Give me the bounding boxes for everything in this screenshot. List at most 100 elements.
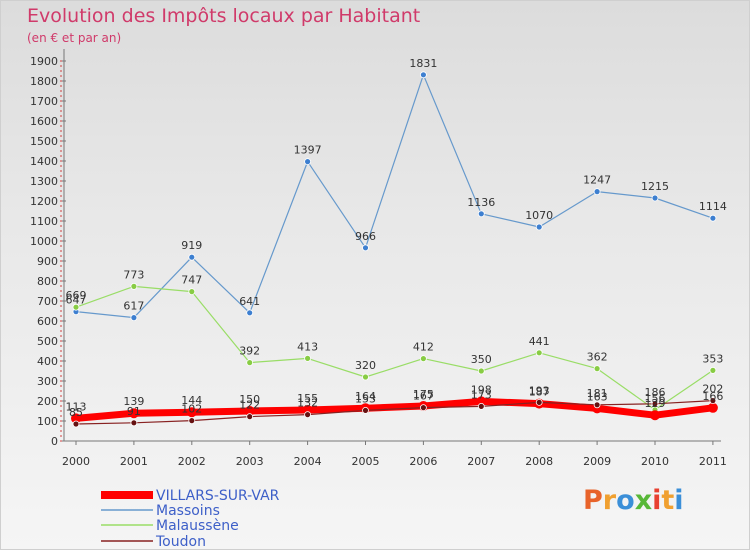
- series-point: [593, 188, 601, 196]
- series-point: [246, 413, 254, 421]
- series-line-3: [75, 400, 714, 425]
- series-point: [362, 373, 369, 381]
- series-point: [304, 411, 312, 419]
- data-label: 167: [413, 390, 434, 403]
- series-point: [709, 397, 717, 405]
- series-point: [130, 419, 138, 427]
- data-label: 641: [239, 295, 260, 308]
- x-tick-label: 2004: [294, 455, 322, 468]
- data-label: 353: [702, 352, 723, 365]
- data-label: 202: [702, 383, 723, 396]
- y-tick-label: 1500: [30, 135, 58, 148]
- data-label: 747: [181, 274, 202, 287]
- series-point: [246, 309, 254, 317]
- logo-letter: t: [661, 485, 675, 516]
- x-tick-label: 2008: [525, 455, 553, 468]
- data-label: 1215: [641, 180, 669, 193]
- legend-label: Malaussène: [156, 518, 239, 534]
- logo-letter: P: [583, 485, 603, 516]
- y-tick-label: 1700: [30, 95, 58, 108]
- x-tick-label: 2010: [641, 455, 669, 468]
- data-label: 413: [297, 340, 318, 353]
- x-tick-label: 2005: [352, 455, 380, 468]
- data-label: 181: [587, 387, 608, 400]
- series-point: [188, 288, 196, 296]
- x-tick-label: 2009: [583, 455, 611, 468]
- data-label: 113: [66, 400, 87, 413]
- series-point: [130, 282, 138, 290]
- proxiti-logo: Proxiti: [583, 485, 684, 516]
- series-point: [188, 417, 196, 425]
- data-label: 647: [66, 294, 87, 307]
- x-tick-label: 2011: [699, 455, 727, 468]
- series-point: [535, 349, 543, 357]
- data-label: 1070: [525, 209, 553, 222]
- series-point: [72, 303, 80, 311]
- data-label: 350: [471, 353, 492, 366]
- series-point: [71, 413, 81, 424]
- y-tick-label: 1800: [30, 75, 58, 88]
- series-point: [651, 194, 659, 202]
- data-label: 155: [297, 392, 318, 405]
- series-line-1: [75, 74, 714, 319]
- data-label: 669: [66, 289, 87, 302]
- data-label: 392: [239, 345, 260, 358]
- data-label: 1397: [294, 144, 322, 157]
- y-tick-label: 1100: [30, 215, 58, 228]
- x-tick-label: 2007: [467, 455, 495, 468]
- y-tick-label: 200: [37, 395, 58, 408]
- data-label: 320: [355, 359, 376, 372]
- x-tick-label: 2002: [178, 455, 206, 468]
- x-tick-label: 2000: [62, 455, 90, 468]
- logo-letter: i: [652, 485, 662, 516]
- y-tick-label: 1900: [30, 55, 58, 68]
- y-tick-label: 500: [37, 335, 58, 348]
- data-label: 150: [239, 393, 260, 406]
- series-point: [709, 214, 717, 222]
- series-point: [362, 244, 369, 252]
- y-tick-label: 300: [37, 375, 58, 388]
- series-point: [304, 354, 312, 362]
- data-label: 102: [181, 403, 202, 416]
- chart-title: Evolution des Impôts locaux par Habitant: [27, 5, 421, 27]
- data-label: 1114: [699, 200, 727, 213]
- y-tick-label: 400: [37, 355, 58, 368]
- series-point: [130, 314, 138, 322]
- series-line-0: [72, 397, 717, 422]
- data-label: 175: [413, 388, 434, 401]
- data-label: 1247: [583, 174, 611, 187]
- logo-letter: x: [634, 485, 653, 516]
- data-label: 85: [69, 406, 83, 419]
- y-tick-label: 600: [37, 315, 58, 328]
- y-tick-label: 900: [37, 255, 58, 268]
- series-point: [186, 407, 197, 418]
- data-label: 966: [355, 230, 376, 243]
- series-line-2: [75, 285, 714, 411]
- x-tick-label: 2003: [236, 455, 264, 468]
- y-tick-label: 700: [37, 295, 58, 308]
- series-point: [188, 253, 196, 261]
- data-label: 617: [123, 300, 144, 313]
- legend-label: Massoins: [156, 503, 220, 519]
- series-point: [246, 359, 254, 367]
- data-label: 164: [355, 390, 376, 403]
- series-point: [128, 408, 139, 419]
- data-label: 139: [123, 395, 144, 408]
- series-point: [477, 402, 485, 410]
- series-point: [419, 71, 427, 79]
- y-tick-label: 1600: [30, 115, 58, 128]
- series-point: [593, 365, 601, 373]
- logo-letter: i: [674, 485, 684, 516]
- series-lines: [71, 71, 718, 428]
- data-label: 132: [297, 397, 318, 410]
- data-label: 773: [123, 268, 144, 281]
- series-point: [304, 158, 312, 166]
- data-label: 441: [529, 335, 550, 348]
- data-label: 919: [181, 239, 202, 252]
- chart-subtitle: (en € et par an): [27, 31, 122, 45]
- data-label: 153: [355, 392, 376, 405]
- x-tick-label: 2006: [409, 455, 437, 468]
